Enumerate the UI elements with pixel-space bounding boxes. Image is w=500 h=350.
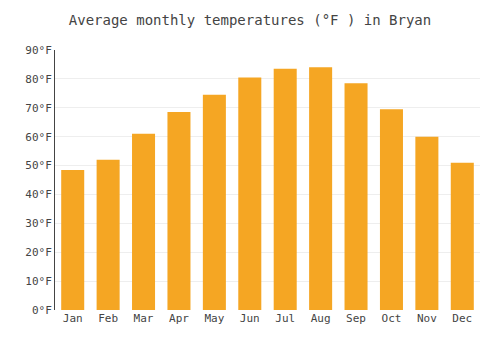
svg-text:80°F: 80°F [25,73,52,86]
svg-text:Jun: Jun [240,312,260,325]
svg-text:Jan: Jan [63,312,83,325]
svg-text:0°F: 0°F [32,304,52,317]
svg-text:Oct: Oct [382,312,402,325]
svg-text:Sep: Sep [346,312,366,325]
svg-text:90°F: 90°F [25,44,52,57]
svg-text:20°F: 20°F [25,246,52,259]
svg-text:Dec: Dec [452,312,472,325]
svg-text:Mar: Mar [134,312,154,325]
svg-text:40°F: 40°F [25,188,52,201]
svg-text:Feb: Feb [98,312,118,325]
svg-text:Aug: Aug [311,312,331,325]
svg-text:10°F: 10°F [25,275,52,288]
svg-text:50°F: 50°F [25,159,52,172]
svg-text:Jul: Jul [275,312,295,325]
svg-text:Apr: Apr [169,312,189,325]
svg-text:May: May [204,312,224,325]
svg-text:Average monthly temperatures (: Average monthly temperatures (°F ) in Br… [69,12,431,28]
svg-text:60°F: 60°F [25,131,52,144]
svg-text:Nov: Nov [417,312,437,325]
svg-text:70°F: 70°F [25,102,52,115]
svg-text:30°F: 30°F [25,217,52,230]
